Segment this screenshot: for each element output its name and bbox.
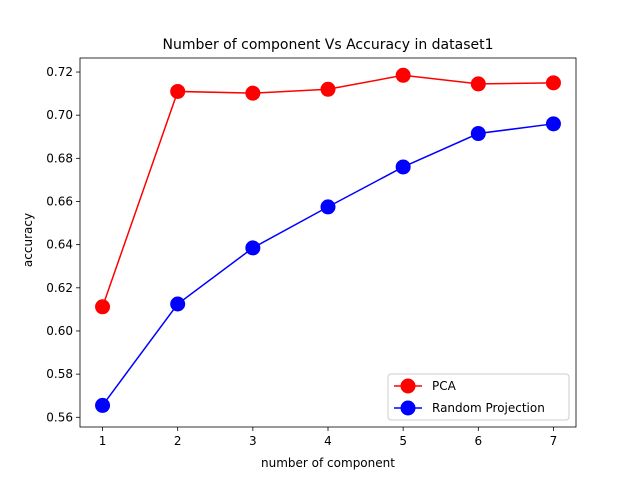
data-point bbox=[470, 126, 486, 142]
x-tick-label: 2 bbox=[174, 434, 182, 448]
legend: PCA Random Projection bbox=[387, 373, 570, 421]
x-tick-label: 1 bbox=[99, 434, 107, 448]
x-tick-label: 7 bbox=[550, 434, 558, 448]
y-tick-label: 0.62 bbox=[46, 281, 73, 295]
y-tick-label: 0.58 bbox=[46, 367, 73, 381]
y-axis-label: accuracy bbox=[21, 213, 35, 267]
plot-frame bbox=[79, 57, 577, 428]
y-tick-label: 0.66 bbox=[46, 195, 73, 209]
axes: 1 2 3 4 5 6 7 0.56 0.58 0.60 0.62 0.64 0.66 0.68 0.70 0… bbox=[46, 57, 577, 448]
data-point bbox=[545, 75, 561, 91]
y-tick-label: 0.68 bbox=[46, 151, 73, 165]
chart-title: Number of component Vs Accuracy in datas… bbox=[162, 37, 493, 53]
legend-label: PCA bbox=[432, 379, 457, 393]
x-tick-label: 5 bbox=[399, 434, 407, 448]
data-point bbox=[170, 296, 186, 312]
y-tick-label: 0.56 bbox=[46, 410, 73, 424]
legend-marker bbox=[400, 378, 416, 394]
data-point bbox=[170, 83, 186, 99]
legend-label: Random Projection bbox=[432, 401, 545, 415]
data-point bbox=[470, 76, 486, 92]
data-point bbox=[320, 81, 336, 97]
x-axis-label: number of component bbox=[261, 456, 395, 470]
x-tick-label: 6 bbox=[474, 434, 482, 448]
x-tick-label: 3 bbox=[249, 434, 257, 448]
y-tick-label: 0.72 bbox=[46, 65, 73, 79]
y-tick-label: 0.60 bbox=[46, 324, 73, 338]
legend-box bbox=[387, 373, 570, 421]
data-point bbox=[395, 159, 411, 175]
data-point bbox=[95, 299, 111, 315]
x-tick-label: 4 bbox=[324, 434, 332, 448]
data-point bbox=[95, 397, 111, 413]
data-point bbox=[545, 116, 561, 132]
data-point bbox=[245, 240, 261, 256]
data-point bbox=[395, 67, 411, 83]
y-tick-label: 0.64 bbox=[46, 238, 73, 252]
data-point bbox=[245, 85, 261, 101]
data-point bbox=[320, 199, 336, 215]
legend-marker bbox=[400, 400, 416, 416]
y-tick-label: 0.70 bbox=[46, 108, 73, 122]
